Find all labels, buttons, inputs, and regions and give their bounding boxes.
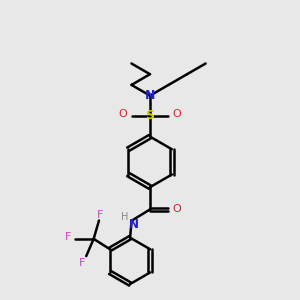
Text: N: N (129, 218, 139, 231)
Text: O: O (172, 109, 181, 119)
Text: F: F (96, 210, 103, 220)
Text: S: S (146, 109, 154, 122)
Text: O: O (172, 204, 181, 214)
Text: H: H (121, 212, 129, 222)
Text: N: N (145, 89, 155, 102)
Text: O: O (119, 109, 128, 119)
Text: F: F (64, 232, 71, 242)
Text: F: F (79, 258, 85, 268)
